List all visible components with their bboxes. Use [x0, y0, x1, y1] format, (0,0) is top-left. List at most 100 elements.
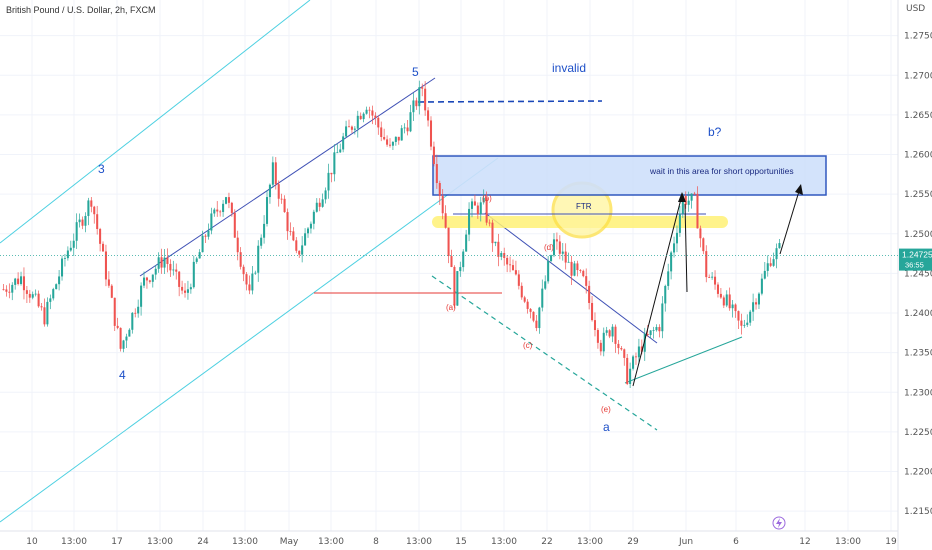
candle-down [292, 231, 295, 241]
candle-up [763, 270, 766, 279]
candle-down [623, 349, 626, 358]
candle-down [233, 212, 236, 238]
candle-up [11, 284, 14, 293]
candle-down [347, 126, 351, 128]
candle-down [570, 261, 573, 276]
candle-up [87, 200, 90, 216]
candle-down [283, 198, 286, 213]
candle-down [178, 271, 181, 287]
candle-down [585, 276, 588, 286]
candle-down [102, 243, 105, 252]
candle-down [714, 276, 717, 285]
candle-up [55, 284, 58, 290]
candle-up [459, 267, 462, 272]
candle-up [391, 141, 394, 146]
candle-up [418, 87, 421, 107]
candle-down [113, 297, 116, 326]
candle-down [175, 269, 178, 272]
candle-up [263, 223, 266, 238]
candle-up [58, 276, 61, 285]
candle-up [541, 288, 544, 308]
candle-up [304, 233, 307, 246]
candle-up [52, 289, 55, 299]
arrow-up-head-3 [795, 184, 803, 195]
candle-down [119, 327, 122, 349]
last-price-marker: 1.24725 36:55 [0, 248, 932, 271]
candle-up [151, 274, 154, 282]
sub-wave-c-label: (c) [523, 341, 533, 350]
x-tick-label: 22 [541, 537, 552, 547]
candle-down [620, 348, 623, 350]
candle-down [427, 110, 430, 121]
ftr-zone[interactable]: FTR [432, 181, 728, 239]
candle-up [324, 190, 327, 200]
currency-label: USD [906, 4, 925, 14]
candle-up [775, 248, 778, 260]
x-tick-label: 13:00 [232, 537, 258, 547]
y-tick-label: 1.25000 [904, 230, 932, 240]
candle-down [693, 193, 696, 195]
candle-up [128, 329, 131, 337]
candle-up [573, 263, 576, 276]
candle-up [213, 209, 216, 214]
candle-down [388, 144, 392, 146]
short-zone[interactable]: wait in this area for short opportunitie… [432, 155, 827, 196]
candle-down [737, 311, 740, 321]
chart-title: British Pound / U.S. Dollar, 2h, FXCM [6, 5, 156, 15]
y-tick-label: 1.24000 [904, 309, 932, 319]
time-axis[interactable]: 10 13:00 17 13:00 24 13:00 May 13:00 8 13:00 15 13:… [0, 530, 898, 547]
x-tick-label: 13:00 [406, 537, 432, 547]
candle-up [687, 200, 690, 205]
candle-up [547, 260, 550, 282]
candle-up [186, 289, 189, 293]
candle-up [409, 112, 412, 132]
candle-up [265, 197, 269, 224]
price-axis[interactable]: USD 1.27500 1.27000 1.26500 1.26000 1.25500 1… [897, 0, 932, 550]
candle-up [327, 172, 330, 191]
lightning-icon[interactable] [772, 516, 786, 530]
candle-down [473, 201, 476, 206]
candle-up [649, 330, 652, 336]
candle-up [207, 230, 210, 237]
candle-down [386, 139, 389, 145]
candle-up [63, 258, 66, 259]
candle-down [450, 256, 453, 267]
candle-down [350, 126, 353, 130]
candle-down [511, 265, 515, 271]
candle-up [353, 128, 356, 130]
candle-up [192, 261, 195, 288]
wave-a-label: a [603, 420, 610, 434]
x-tick-label: 6 [733, 537, 739, 547]
candle-down [435, 164, 438, 184]
candle-up [131, 312, 134, 330]
candle-down [93, 206, 96, 215]
short-zone-text: wait in this area for short opportunitie… [649, 166, 794, 176]
candle-up [667, 271, 670, 286]
candle-down [614, 326, 617, 344]
candle-up [201, 235, 204, 253]
candle-down [705, 251, 708, 278]
drawings [0, 0, 743, 523]
candle-down [699, 228, 702, 239]
candle-up [400, 128, 403, 141]
candle-down [517, 274, 520, 286]
channel-lower-line [0, 157, 499, 523]
sub-wave-e-label: (e) [601, 405, 611, 414]
candle-up [561, 251, 564, 254]
candle-up [20, 276, 23, 284]
candle-down [453, 266, 456, 306]
candle-down [646, 333, 649, 336]
candle-up [664, 285, 667, 304]
candle-up [84, 215, 87, 226]
candle-down [523, 297, 526, 302]
x-tick-label: 13:00 [318, 537, 344, 547]
y-tick-label: 1.22500 [904, 428, 932, 438]
candle-up [468, 208, 471, 235]
candle-down [588, 285, 591, 303]
candle-down [526, 301, 529, 309]
candle-down [532, 311, 535, 321]
y-tick-label: 1.26000 [904, 151, 932, 161]
y-tick-label: 1.23500 [904, 349, 932, 359]
y-tick-label: 1.21500 [904, 507, 932, 517]
